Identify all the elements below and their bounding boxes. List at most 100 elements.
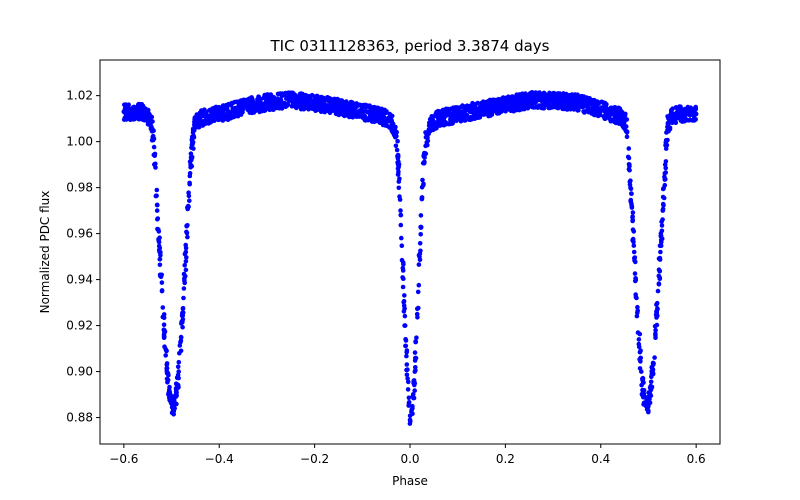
data-point [538, 93, 544, 98]
data-point [364, 109, 370, 114]
data-point [416, 253, 422, 258]
data-point [443, 106, 449, 112]
data-point [404, 362, 410, 367]
data-point [208, 119, 214, 124]
data-point [682, 111, 688, 116]
x-tick-label: −0.4 [205, 452, 234, 466]
data-point [568, 100, 573, 106]
y-tick-label: 0.92 [66, 319, 93, 333]
data-point [670, 106, 675, 111]
y-tick-label: 0.90 [66, 365, 93, 379]
data-point [449, 121, 455, 126]
data-point [593, 103, 598, 108]
data-point [258, 104, 263, 109]
data-point [660, 194, 666, 200]
data-point [143, 107, 149, 113]
data-point [351, 102, 357, 108]
data-point [658, 243, 664, 248]
data-point [547, 97, 553, 103]
data-point [394, 147, 400, 153]
data-point [179, 321, 184, 326]
data-point [350, 115, 356, 120]
data-point [147, 112, 152, 117]
data-point [402, 293, 407, 298]
data-point [442, 119, 448, 125]
data-point [152, 153, 157, 158]
data-point [530, 104, 536, 110]
data-point [496, 110, 501, 116]
data-point [190, 127, 196, 133]
data-point [581, 109, 586, 114]
data-point [518, 98, 524, 103]
data-point [654, 302, 659, 307]
data-point [360, 113, 366, 119]
data-point [135, 108, 140, 114]
data-point [522, 102, 528, 108]
data-point [214, 115, 219, 120]
data-point [552, 95, 557, 101]
data-point [186, 190, 191, 195]
data-point [362, 117, 368, 123]
data-point [398, 222, 404, 228]
data-point [624, 134, 630, 140]
data-point [664, 130, 669, 135]
data-point [519, 92, 524, 97]
data-point [149, 128, 155, 134]
y-tick-label: 0.96 [66, 227, 93, 241]
data-point [399, 243, 405, 248]
data-point [409, 407, 415, 413]
data-point [514, 92, 519, 97]
data-point [162, 334, 167, 340]
data-point [418, 213, 424, 218]
data-point [178, 348, 184, 354]
data-point [172, 393, 177, 399]
data-point [421, 181, 426, 187]
data-point [447, 111, 452, 116]
data-point [630, 210, 636, 215]
data-point [419, 195, 425, 200]
data-point [472, 109, 477, 115]
data-point [415, 315, 420, 320]
data-point [258, 107, 264, 113]
data-point [131, 104, 137, 110]
data-point [658, 249, 663, 255]
data-point [151, 144, 157, 150]
data-point [209, 107, 215, 112]
data-point [396, 165, 401, 170]
data-point [329, 104, 335, 109]
data-point [667, 126, 673, 132]
data-point [192, 119, 197, 125]
data-point [360, 105, 366, 110]
data-point [435, 108, 441, 114]
data-point [648, 393, 654, 399]
y-axis-label: Normalized PDC flux [38, 191, 52, 314]
data-point [383, 121, 388, 126]
data-point [625, 154, 631, 160]
data-point [659, 223, 665, 228]
data-point [427, 116, 433, 122]
data-point [183, 267, 189, 273]
data-point [185, 223, 190, 228]
data-point [418, 225, 424, 230]
data-point [300, 96, 306, 102]
data-point [446, 121, 451, 127]
data-point [238, 105, 244, 110]
data-point [384, 109, 389, 114]
data-point [660, 206, 666, 212]
data-point [668, 116, 674, 121]
data-point [673, 113, 678, 119]
data-point [401, 276, 406, 282]
data-point [395, 156, 401, 161]
data-point [400, 284, 406, 290]
data-point [401, 303, 407, 309]
data-point [189, 145, 194, 150]
data-point [356, 108, 362, 114]
data-point [566, 106, 571, 111]
data-point [629, 191, 634, 196]
data-point [662, 171, 668, 176]
data-point [487, 104, 493, 110]
data-point [345, 106, 351, 111]
data-point [529, 90, 535, 95]
data-point [387, 111, 393, 117]
